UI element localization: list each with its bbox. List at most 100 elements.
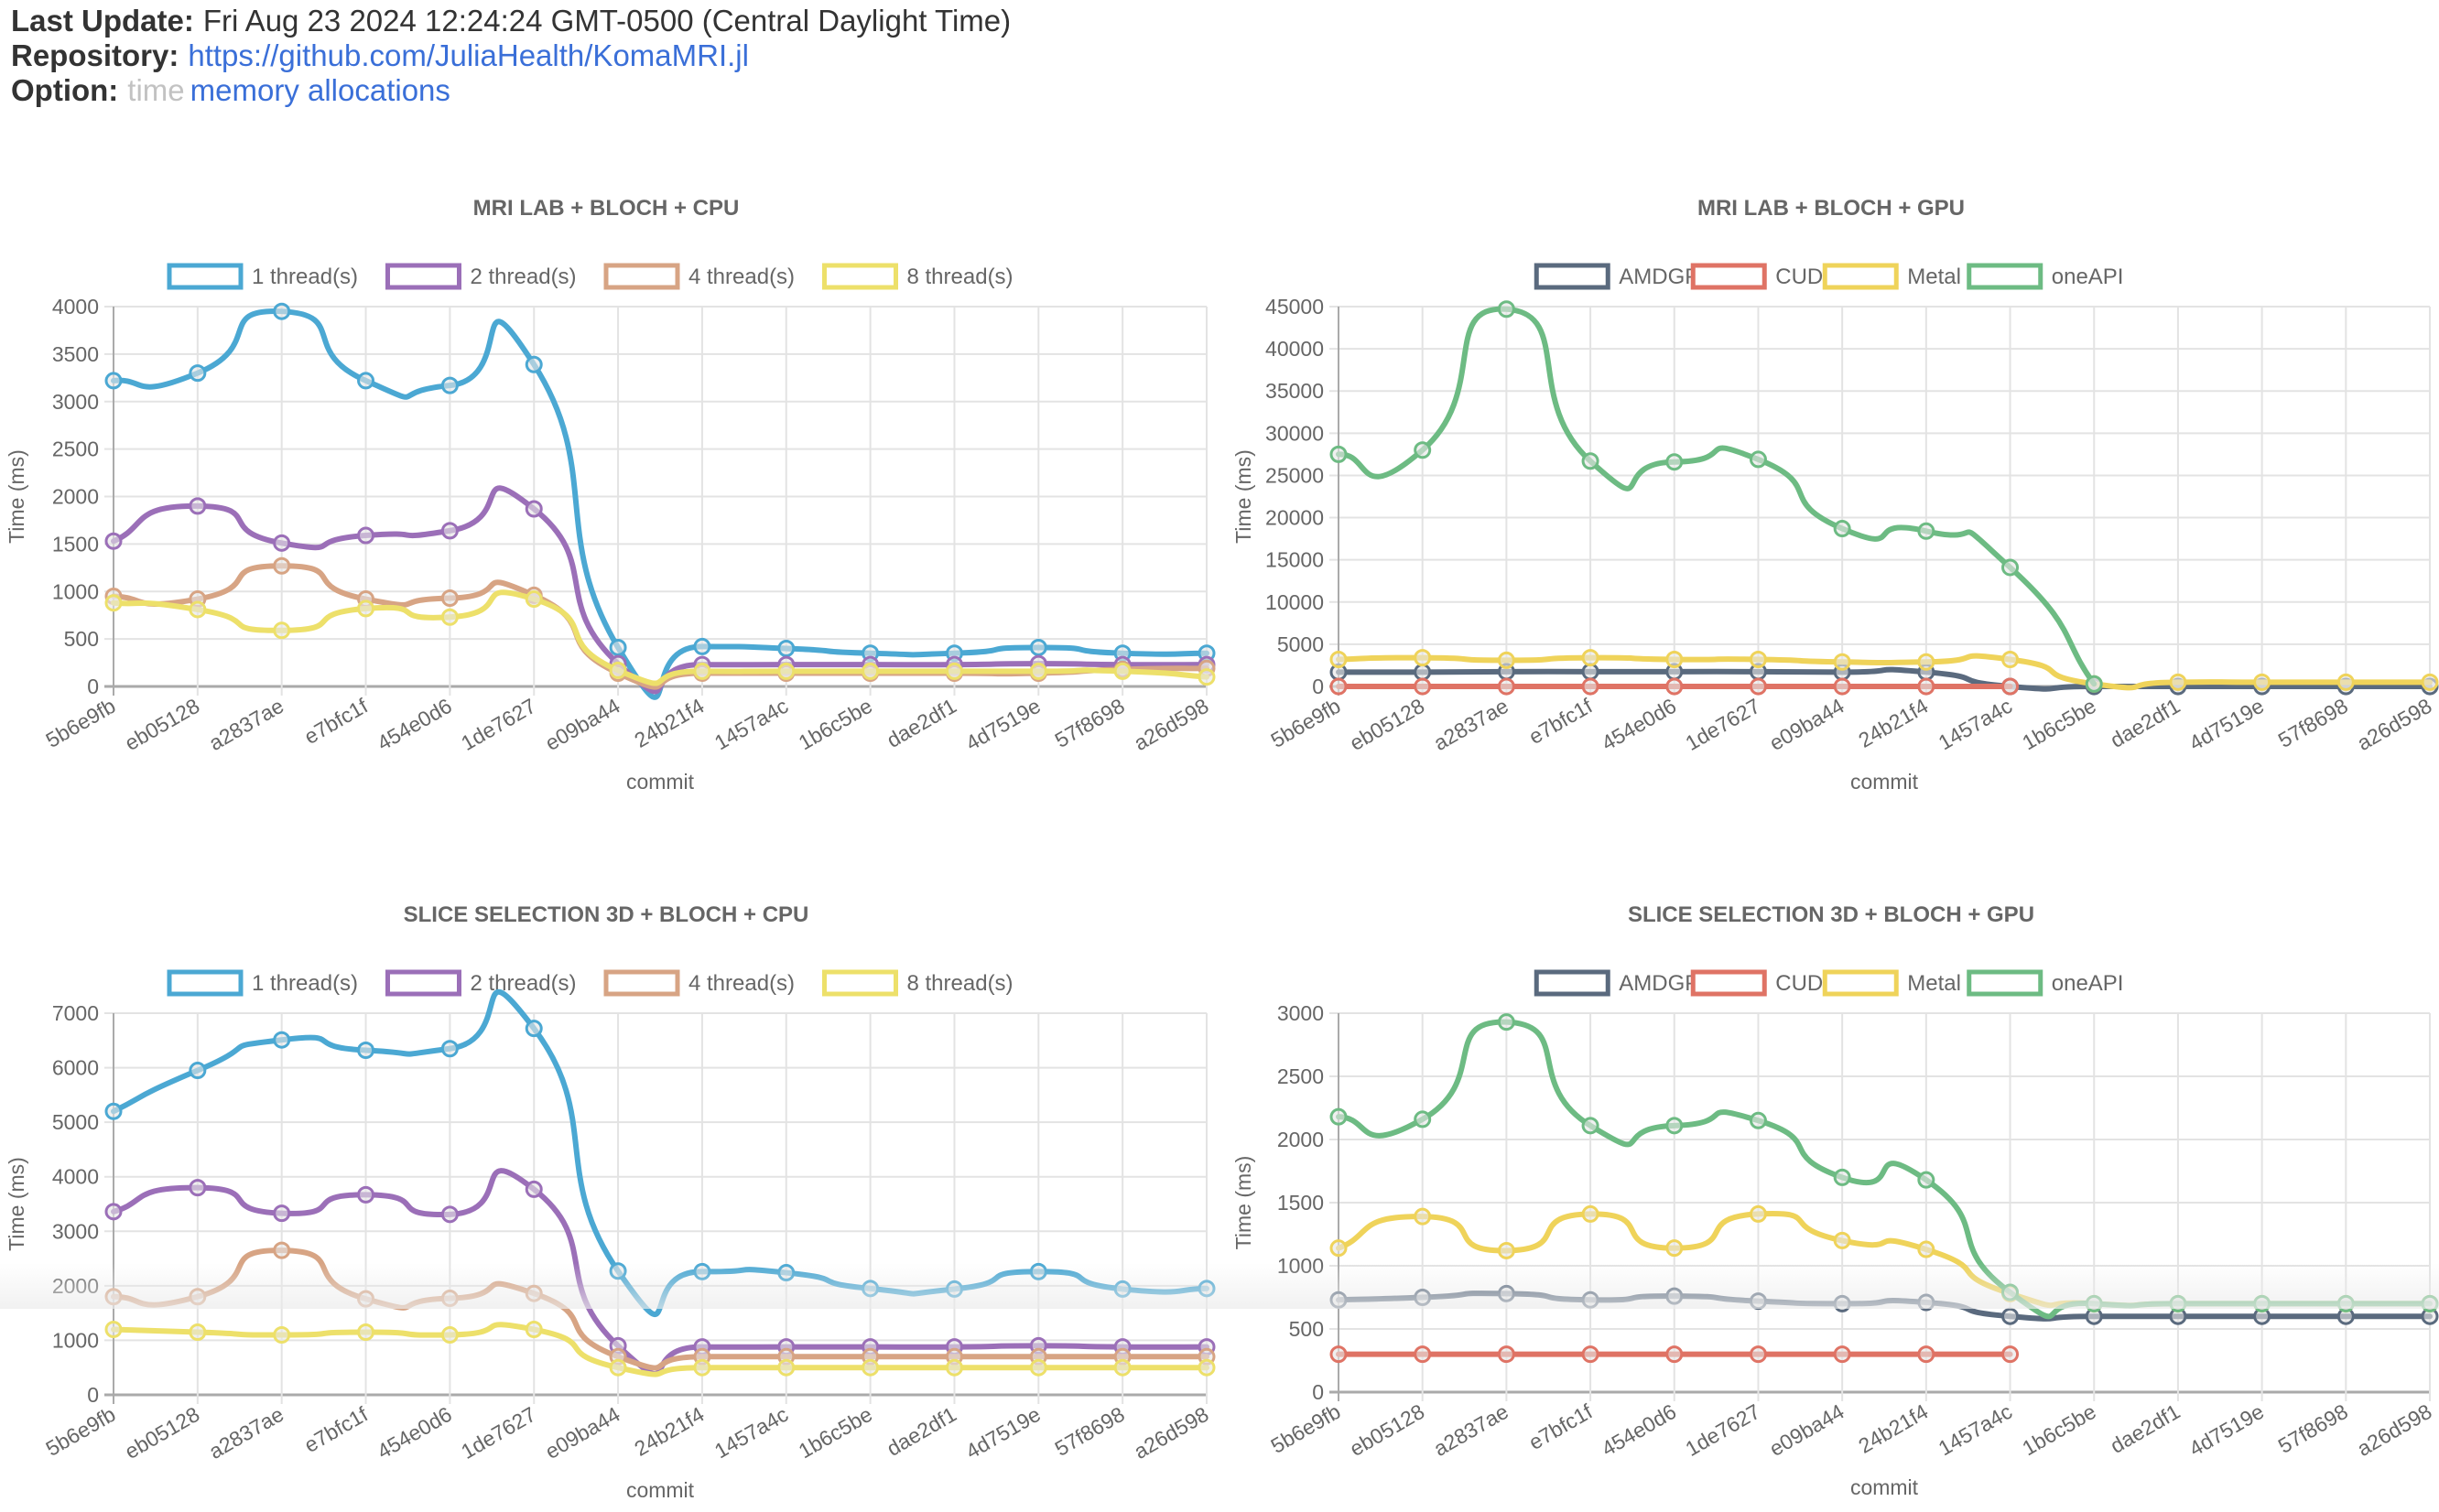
data-point[interactable] bbox=[777, 662, 796, 680]
data-point[interactable] bbox=[1497, 677, 1515, 696]
data-point[interactable] bbox=[189, 1288, 207, 1306]
data-point[interactable] bbox=[1833, 1231, 1851, 1249]
data-point[interactable] bbox=[1329, 445, 1348, 463]
data-point[interactable] bbox=[440, 1325, 459, 1344]
data-point[interactable] bbox=[1414, 1289, 1432, 1306]
data-point[interactable] bbox=[440, 1040, 459, 1058]
data-point[interactable] bbox=[440, 522, 459, 540]
data-point[interactable] bbox=[945, 1280, 963, 1298]
data-point[interactable] bbox=[1329, 1239, 1348, 1258]
data-point[interactable] bbox=[2253, 1294, 2271, 1312]
data-point[interactable] bbox=[945, 1358, 963, 1377]
data-point[interactable] bbox=[2001, 558, 2020, 577]
data-point[interactable] bbox=[357, 1323, 375, 1341]
option-memory-allocations[interactable]: memory allocations bbox=[190, 73, 450, 107]
data-point[interactable] bbox=[525, 1020, 543, 1038]
data-point[interactable] bbox=[273, 621, 291, 640]
data-point[interactable] bbox=[777, 640, 796, 657]
data-point[interactable] bbox=[609, 638, 627, 656]
data-point[interactable] bbox=[1029, 638, 1047, 656]
data-point[interactable] bbox=[1029, 1262, 1047, 1280]
data-point[interactable] bbox=[1833, 1345, 1851, 1364]
data-point[interactable] bbox=[1749, 677, 1767, 696]
data-point[interactable] bbox=[777, 1264, 796, 1282]
data-point[interactable] bbox=[862, 1358, 880, 1377]
data-point[interactable] bbox=[693, 1262, 711, 1280]
data-point[interactable] bbox=[273, 1325, 291, 1344]
data-point[interactable] bbox=[189, 1179, 207, 1197]
legend-item-cuda[interactable]: CUDA bbox=[1690, 263, 1837, 290]
data-point[interactable] bbox=[273, 302, 291, 320]
data-point[interactable] bbox=[189, 497, 207, 515]
data-point[interactable] bbox=[1497, 1345, 1515, 1364]
data-point[interactable] bbox=[1917, 653, 1935, 671]
data-point[interactable] bbox=[525, 355, 543, 373]
data-point[interactable] bbox=[357, 599, 375, 618]
data-point[interactable] bbox=[2169, 673, 2187, 691]
legend-item-cuda[interactable]: CUDA bbox=[1690, 969, 1837, 997]
data-point[interactable] bbox=[525, 590, 543, 609]
data-point[interactable] bbox=[440, 1205, 459, 1224]
data-point[interactable] bbox=[1917, 1240, 1935, 1258]
data-point[interactable] bbox=[2001, 650, 2020, 668]
data-point[interactable] bbox=[1581, 1291, 1599, 1309]
data-point[interactable] bbox=[2001, 677, 2020, 696]
data-point[interactable] bbox=[1917, 1171, 1935, 1189]
data-point[interactable] bbox=[1749, 1204, 1767, 1223]
data-point[interactable] bbox=[1329, 650, 1348, 668]
legend-item-amdgpu[interactable]: AMDGPU bbox=[1534, 263, 1716, 290]
data-point[interactable] bbox=[1833, 520, 1851, 538]
data-point[interactable] bbox=[2001, 1283, 2020, 1301]
legend-item-1-thread-s[interactable]: 1 thread(s) bbox=[167, 969, 358, 997]
data-point[interactable] bbox=[2421, 1294, 2439, 1312]
data-point[interactable] bbox=[1329, 1345, 1348, 1364]
data-point[interactable] bbox=[609, 1262, 627, 1280]
data-point[interactable] bbox=[1198, 1358, 1216, 1377]
data-point[interactable] bbox=[2085, 1294, 2103, 1312]
data-point[interactable] bbox=[1329, 1291, 1348, 1309]
data-point[interactable] bbox=[357, 1185, 375, 1204]
data-point[interactable] bbox=[1113, 1358, 1132, 1377]
data-point[interactable] bbox=[1665, 1287, 1684, 1305]
data-point[interactable] bbox=[1665, 677, 1684, 696]
data-point[interactable] bbox=[440, 608, 459, 626]
data-point[interactable] bbox=[1917, 1293, 1935, 1312]
data-point[interactable] bbox=[1029, 662, 1047, 680]
data-point[interactable] bbox=[525, 500, 543, 518]
data-point[interactable] bbox=[273, 534, 291, 552]
data-point[interactable] bbox=[273, 1241, 291, 1259]
data-point[interactable] bbox=[525, 1180, 543, 1198]
legend-item-2-thread-s[interactable]: 2 thread(s) bbox=[385, 969, 577, 997]
data-point[interactable] bbox=[1749, 650, 1767, 668]
data-point[interactable] bbox=[1414, 1345, 1432, 1364]
legend-item-oneapi[interactable]: oneAPI bbox=[1967, 969, 2124, 997]
data-point[interactable] bbox=[1581, 1117, 1599, 1135]
data-point[interactable] bbox=[1029, 1358, 1047, 1377]
data-point[interactable] bbox=[104, 1288, 123, 1306]
data-point[interactable] bbox=[1581, 677, 1599, 696]
data-point[interactable] bbox=[1833, 1168, 1851, 1186]
data-point[interactable] bbox=[1665, 650, 1684, 668]
data-point[interactable] bbox=[1581, 452, 1599, 470]
data-point[interactable] bbox=[1497, 1013, 1515, 1031]
data-point[interactable] bbox=[273, 556, 291, 575]
data-point[interactable] bbox=[525, 1321, 543, 1339]
data-point[interactable] bbox=[1414, 663, 1432, 681]
data-point[interactable] bbox=[1329, 677, 1348, 696]
data-point[interactable] bbox=[1329, 1107, 1348, 1126]
data-point[interactable] bbox=[1833, 677, 1851, 696]
data-point[interactable] bbox=[189, 600, 207, 619]
data-point[interactable] bbox=[1917, 522, 1935, 540]
data-point[interactable] bbox=[1581, 1204, 1599, 1223]
data-point[interactable] bbox=[1833, 653, 1851, 671]
data-point[interactable] bbox=[104, 1321, 123, 1339]
data-point[interactable] bbox=[1497, 1284, 1515, 1302]
legend-item-4-thread-s[interactable]: 4 thread(s) bbox=[603, 263, 795, 290]
data-point[interactable] bbox=[1917, 1345, 1935, 1364]
data-point[interactable] bbox=[1749, 450, 1767, 469]
data-point[interactable] bbox=[357, 526, 375, 545]
data-point[interactable] bbox=[2169, 1294, 2187, 1312]
legend-item-metal[interactable]: Metal bbox=[1822, 263, 1961, 290]
data-point[interactable] bbox=[1497, 1241, 1515, 1259]
data-point[interactable] bbox=[1414, 1207, 1432, 1226]
